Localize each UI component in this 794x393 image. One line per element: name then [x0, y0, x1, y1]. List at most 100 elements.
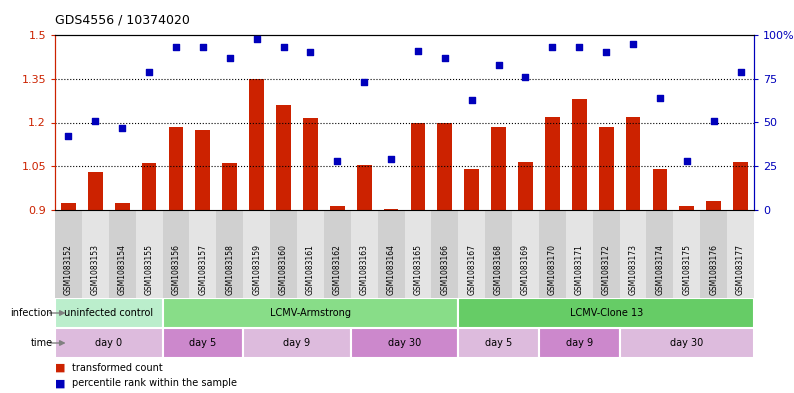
Text: percentile rank within the sample: percentile rank within the sample — [72, 378, 237, 388]
Bar — [491, 127, 506, 210]
Bar — [270, 210, 297, 298]
Bar — [195, 130, 210, 210]
Text: GSM1083171: GSM1083171 — [575, 244, 584, 296]
Bar — [163, 298, 458, 328]
Point — [626, 40, 639, 47]
Bar — [619, 210, 646, 298]
Point — [573, 44, 586, 50]
Text: GSM1083169: GSM1083169 — [521, 244, 530, 296]
Text: day 9: day 9 — [283, 338, 310, 348]
Bar — [163, 328, 243, 358]
Point — [170, 44, 183, 50]
Point — [734, 69, 747, 75]
Text: GDS4556 / 10374020: GDS4556 / 10374020 — [55, 13, 190, 26]
Text: GSM1083172: GSM1083172 — [602, 244, 611, 296]
Text: day 5: day 5 — [189, 338, 217, 348]
Bar — [619, 328, 754, 358]
Bar — [324, 210, 351, 298]
Text: GSM1083158: GSM1083158 — [225, 244, 234, 296]
Text: GSM1083161: GSM1083161 — [306, 244, 315, 296]
Text: GSM1083163: GSM1083163 — [360, 244, 368, 296]
Text: GSM1083152: GSM1083152 — [64, 244, 73, 296]
Text: day 5: day 5 — [485, 338, 512, 348]
Point — [492, 62, 505, 68]
Bar — [378, 210, 404, 298]
Bar — [351, 210, 378, 298]
Bar — [115, 203, 129, 210]
Text: GSM1083177: GSM1083177 — [736, 244, 745, 296]
Text: day 0: day 0 — [95, 338, 122, 348]
Bar — [384, 209, 399, 210]
Bar — [55, 328, 163, 358]
Point — [62, 133, 75, 140]
Point — [680, 158, 693, 164]
Bar — [464, 169, 479, 210]
Point — [331, 158, 344, 164]
Bar — [727, 210, 754, 298]
Bar — [431, 210, 458, 298]
Bar — [276, 105, 291, 210]
Bar — [303, 118, 318, 210]
Point — [465, 97, 478, 103]
Bar — [539, 210, 566, 298]
Text: day 9: day 9 — [565, 338, 593, 348]
Point — [250, 35, 263, 42]
Text: GSM1083164: GSM1083164 — [387, 244, 395, 296]
Bar — [222, 163, 237, 210]
Text: time: time — [31, 338, 53, 348]
Bar — [55, 210, 82, 298]
Bar — [566, 210, 592, 298]
Bar — [646, 210, 673, 298]
Text: GSM1083176: GSM1083176 — [709, 244, 719, 296]
Text: GSM1083154: GSM1083154 — [118, 244, 127, 296]
Bar — [136, 210, 163, 298]
Bar — [404, 210, 431, 298]
Text: GSM1083175: GSM1083175 — [682, 244, 692, 296]
Point — [653, 95, 666, 101]
Text: GSM1083160: GSM1083160 — [279, 244, 288, 296]
Bar — [243, 210, 270, 298]
Bar — [539, 328, 619, 358]
Bar — [351, 328, 458, 358]
Bar — [437, 123, 453, 210]
Bar — [82, 210, 109, 298]
Text: LCMV-Armstrong: LCMV-Armstrong — [270, 308, 351, 318]
Text: GSM1083157: GSM1083157 — [198, 244, 207, 296]
Text: ■: ■ — [55, 378, 65, 388]
Text: uninfected control: uninfected control — [64, 308, 153, 318]
Bar — [357, 165, 372, 210]
Text: GSM1083159: GSM1083159 — [252, 244, 261, 296]
Bar — [109, 210, 136, 298]
Text: GSM1083156: GSM1083156 — [172, 244, 180, 296]
Bar — [707, 201, 721, 210]
Text: GSM1083153: GSM1083153 — [91, 244, 100, 296]
Bar — [141, 163, 156, 210]
Bar — [297, 210, 324, 298]
Bar — [168, 127, 183, 210]
Bar — [163, 210, 190, 298]
Bar — [55, 298, 163, 328]
Text: transformed count: transformed count — [72, 363, 164, 373]
Text: infection: infection — [10, 308, 53, 318]
Text: LCMV-Clone 13: LCMV-Clone 13 — [569, 308, 643, 318]
Point — [411, 48, 424, 54]
Bar — [599, 127, 614, 210]
Bar — [216, 210, 243, 298]
Point — [546, 44, 559, 50]
Bar — [61, 203, 76, 210]
Point — [519, 74, 532, 80]
Point — [89, 118, 102, 124]
Point — [385, 156, 398, 162]
Bar — [673, 210, 700, 298]
Point — [707, 118, 720, 124]
Bar — [680, 206, 694, 210]
Text: GSM1083166: GSM1083166 — [441, 244, 449, 296]
Bar — [733, 162, 748, 210]
Text: GSM1083167: GSM1083167 — [467, 244, 476, 296]
Bar — [330, 206, 345, 210]
Bar — [458, 328, 539, 358]
Bar — [545, 117, 560, 210]
Bar — [243, 328, 351, 358]
Point — [223, 55, 236, 61]
Bar — [249, 79, 264, 210]
